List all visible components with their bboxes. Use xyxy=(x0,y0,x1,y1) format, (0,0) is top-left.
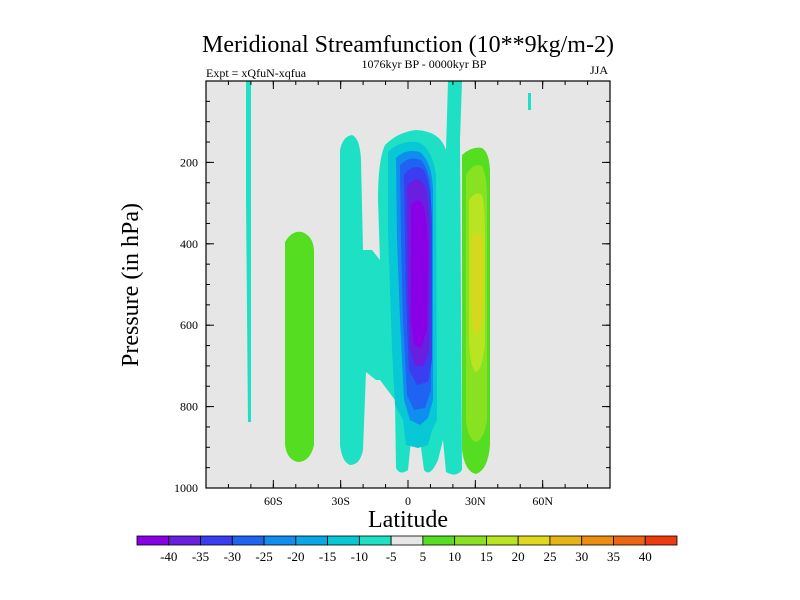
colorbar-label: 15 xyxy=(480,549,493,564)
colorbar-swatch xyxy=(390,535,424,546)
colorbar-swatch xyxy=(295,535,328,546)
contour-sh-positive-cell xyxy=(285,231,314,462)
colorbar-swatch xyxy=(549,535,583,546)
y-tick-label: 1000 xyxy=(174,481,198,495)
colorbar-swatch xyxy=(358,535,392,546)
colorbar-swatch xyxy=(581,535,614,546)
contour-fill-layer xyxy=(246,81,531,475)
colorbar-swatch xyxy=(136,535,170,546)
colorbar-label: 5 xyxy=(420,549,427,564)
colorbar-label: -5 xyxy=(386,549,397,564)
colorbar-swatch xyxy=(517,535,551,546)
colorbar-swatch xyxy=(454,535,487,546)
colorbar-label: -25 xyxy=(255,549,272,564)
y-axis-label: Pressure (in hPa) xyxy=(118,203,144,367)
contour-level-minus40 xyxy=(411,200,428,348)
colorbar-label: 30 xyxy=(575,549,588,564)
x-tick-label: 0 xyxy=(405,494,411,508)
y-tick-label: 600 xyxy=(180,318,198,332)
colorbar-swatch xyxy=(168,535,201,546)
colorbar-label: -35 xyxy=(192,549,209,564)
y-tick-label: 800 xyxy=(180,400,198,414)
colorbar-swatch xyxy=(231,535,265,546)
chart-title: Meridional Streamfunction (10**9kg/m-2) xyxy=(202,32,614,58)
colorbar-swatch xyxy=(200,535,233,546)
colorbar-label: 25 xyxy=(543,549,556,564)
y-tick-label: 400 xyxy=(180,237,198,251)
chart-subtitle-right: JJA xyxy=(590,63,608,77)
x-tick-label: 60S xyxy=(264,494,283,508)
contour-sh-polar-strip xyxy=(246,81,251,422)
colorbar-swatch xyxy=(613,535,646,546)
colorbar-label: -10 xyxy=(351,549,368,564)
x-tick-label: 60N xyxy=(532,494,553,508)
chart-subtitle-center: 1076kyr BP - 0000kyr BP xyxy=(362,57,487,71)
colorbar-label: -15 xyxy=(319,549,336,564)
colorbar: -40 -35 -30 -25 -20 -15 -10 -5 5 10 15 20 25 30 35 40 xyxy=(136,535,678,564)
colorbar-swatch xyxy=(263,535,297,546)
y-tick-label: 200 xyxy=(180,155,198,169)
x-axis-label: Latitude xyxy=(368,507,448,533)
colorbar-label: 40 xyxy=(639,549,652,564)
colorbar-swatch xyxy=(327,535,360,546)
contour-level-plus20 xyxy=(471,233,484,335)
x-tick-label: 30S xyxy=(331,494,350,508)
axes-layer: 60S 30S 0 30N 60N 200 400 600 800 1000 xyxy=(174,80,611,508)
colorbar-label: 35 xyxy=(607,549,620,564)
colorbar-label: 20 xyxy=(512,549,525,564)
chart-subtitle-left: Expt = xQfuN-xqfua xyxy=(206,66,307,80)
x-tick-label: 30N xyxy=(465,494,486,508)
colorbar-label: -20 xyxy=(287,549,304,564)
colorbar-swatch xyxy=(486,535,519,546)
colorbar-label: 10 xyxy=(448,549,461,564)
contour-nh-small-strip xyxy=(528,93,531,110)
colorbar-label: -40 xyxy=(160,549,177,564)
colorbar-swatch xyxy=(644,535,678,546)
colorbar-swatch xyxy=(422,535,456,546)
colorbar-label: -30 xyxy=(224,549,241,564)
